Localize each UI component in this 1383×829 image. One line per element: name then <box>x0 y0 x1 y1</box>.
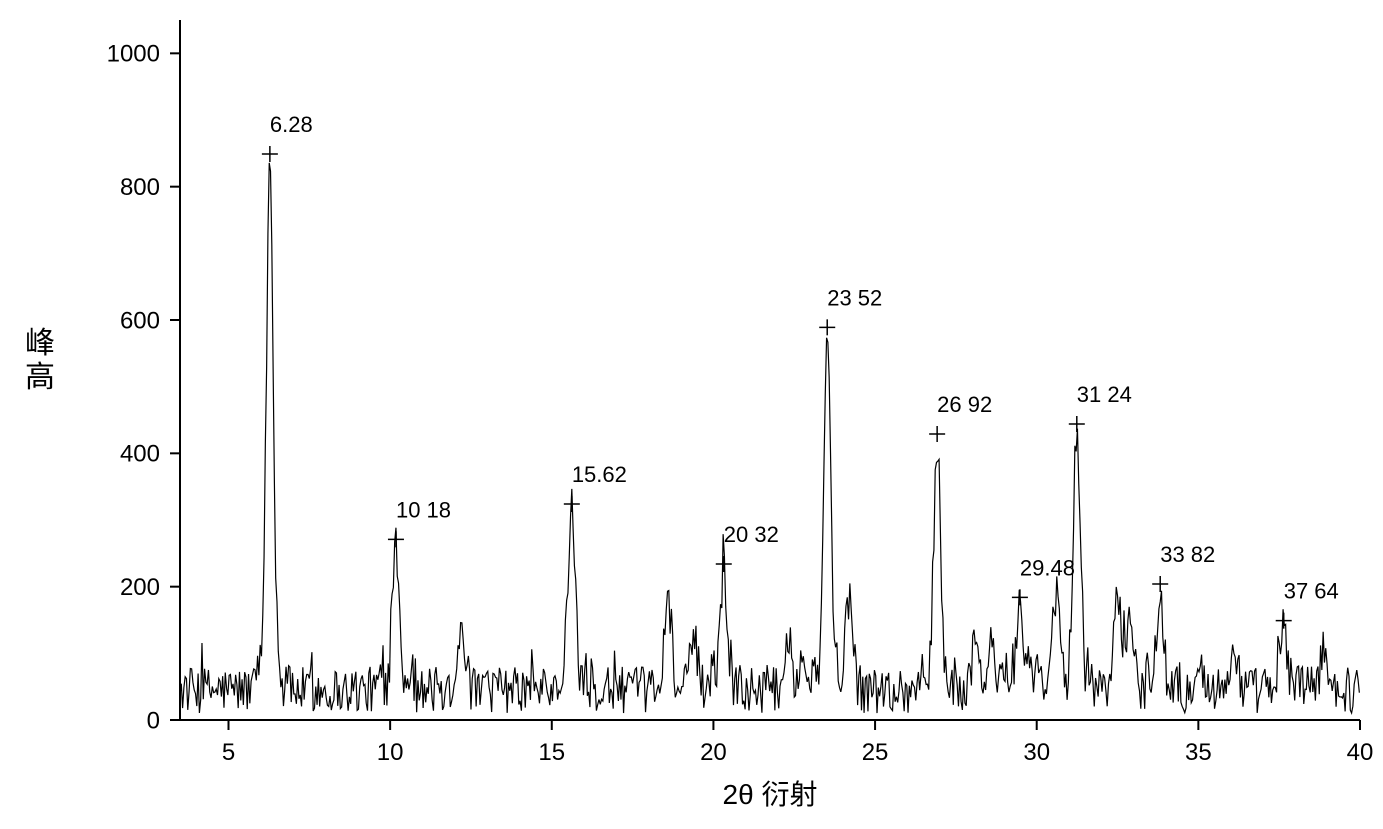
peak-label: 29.48 <box>1020 555 1075 580</box>
y-tick-label: 1000 <box>107 41 160 68</box>
y-tick-label: 200 <box>120 574 160 601</box>
x-tick-label: 15 <box>538 739 565 766</box>
peak-label: 10 18 <box>396 497 451 522</box>
peak-label: 20 32 <box>724 522 779 547</box>
y-tick-label: 600 <box>120 307 160 334</box>
xrd-chart: 510152025303540020040060080010002θ 衍射峰高6… <box>0 0 1383 829</box>
x-tick-label: 5 <box>222 739 235 766</box>
y-axis-label-char: 高 <box>25 361 55 394</box>
x-tick-label: 35 <box>1185 739 1212 766</box>
peak-label: 15.62 <box>572 462 627 487</box>
x-axis-label: 2θ 衍射 <box>723 779 818 810</box>
y-axis-label-char: 峰 <box>25 327 55 360</box>
chart-svg: 510152025303540020040060080010002θ 衍射峰高6… <box>0 0 1383 829</box>
peak-label: 26 92 <box>937 392 992 417</box>
y-tick-label: 800 <box>120 174 160 201</box>
x-tick-label: 10 <box>377 739 404 766</box>
x-tick-label: 40 <box>1347 739 1374 766</box>
y-tick-label: 400 <box>120 441 160 468</box>
x-tick-label: 30 <box>1023 739 1050 766</box>
peak-label: 31 24 <box>1077 382 1132 407</box>
y-tick-label: 0 <box>147 707 160 734</box>
peak-label: 33 82 <box>1160 542 1215 567</box>
peak-label: 23 52 <box>827 285 882 310</box>
peak-label: 37 64 <box>1284 579 1339 604</box>
x-tick-label: 20 <box>700 739 727 766</box>
x-tick-label: 25 <box>862 739 889 766</box>
peak-label: 6.28 <box>270 112 313 137</box>
